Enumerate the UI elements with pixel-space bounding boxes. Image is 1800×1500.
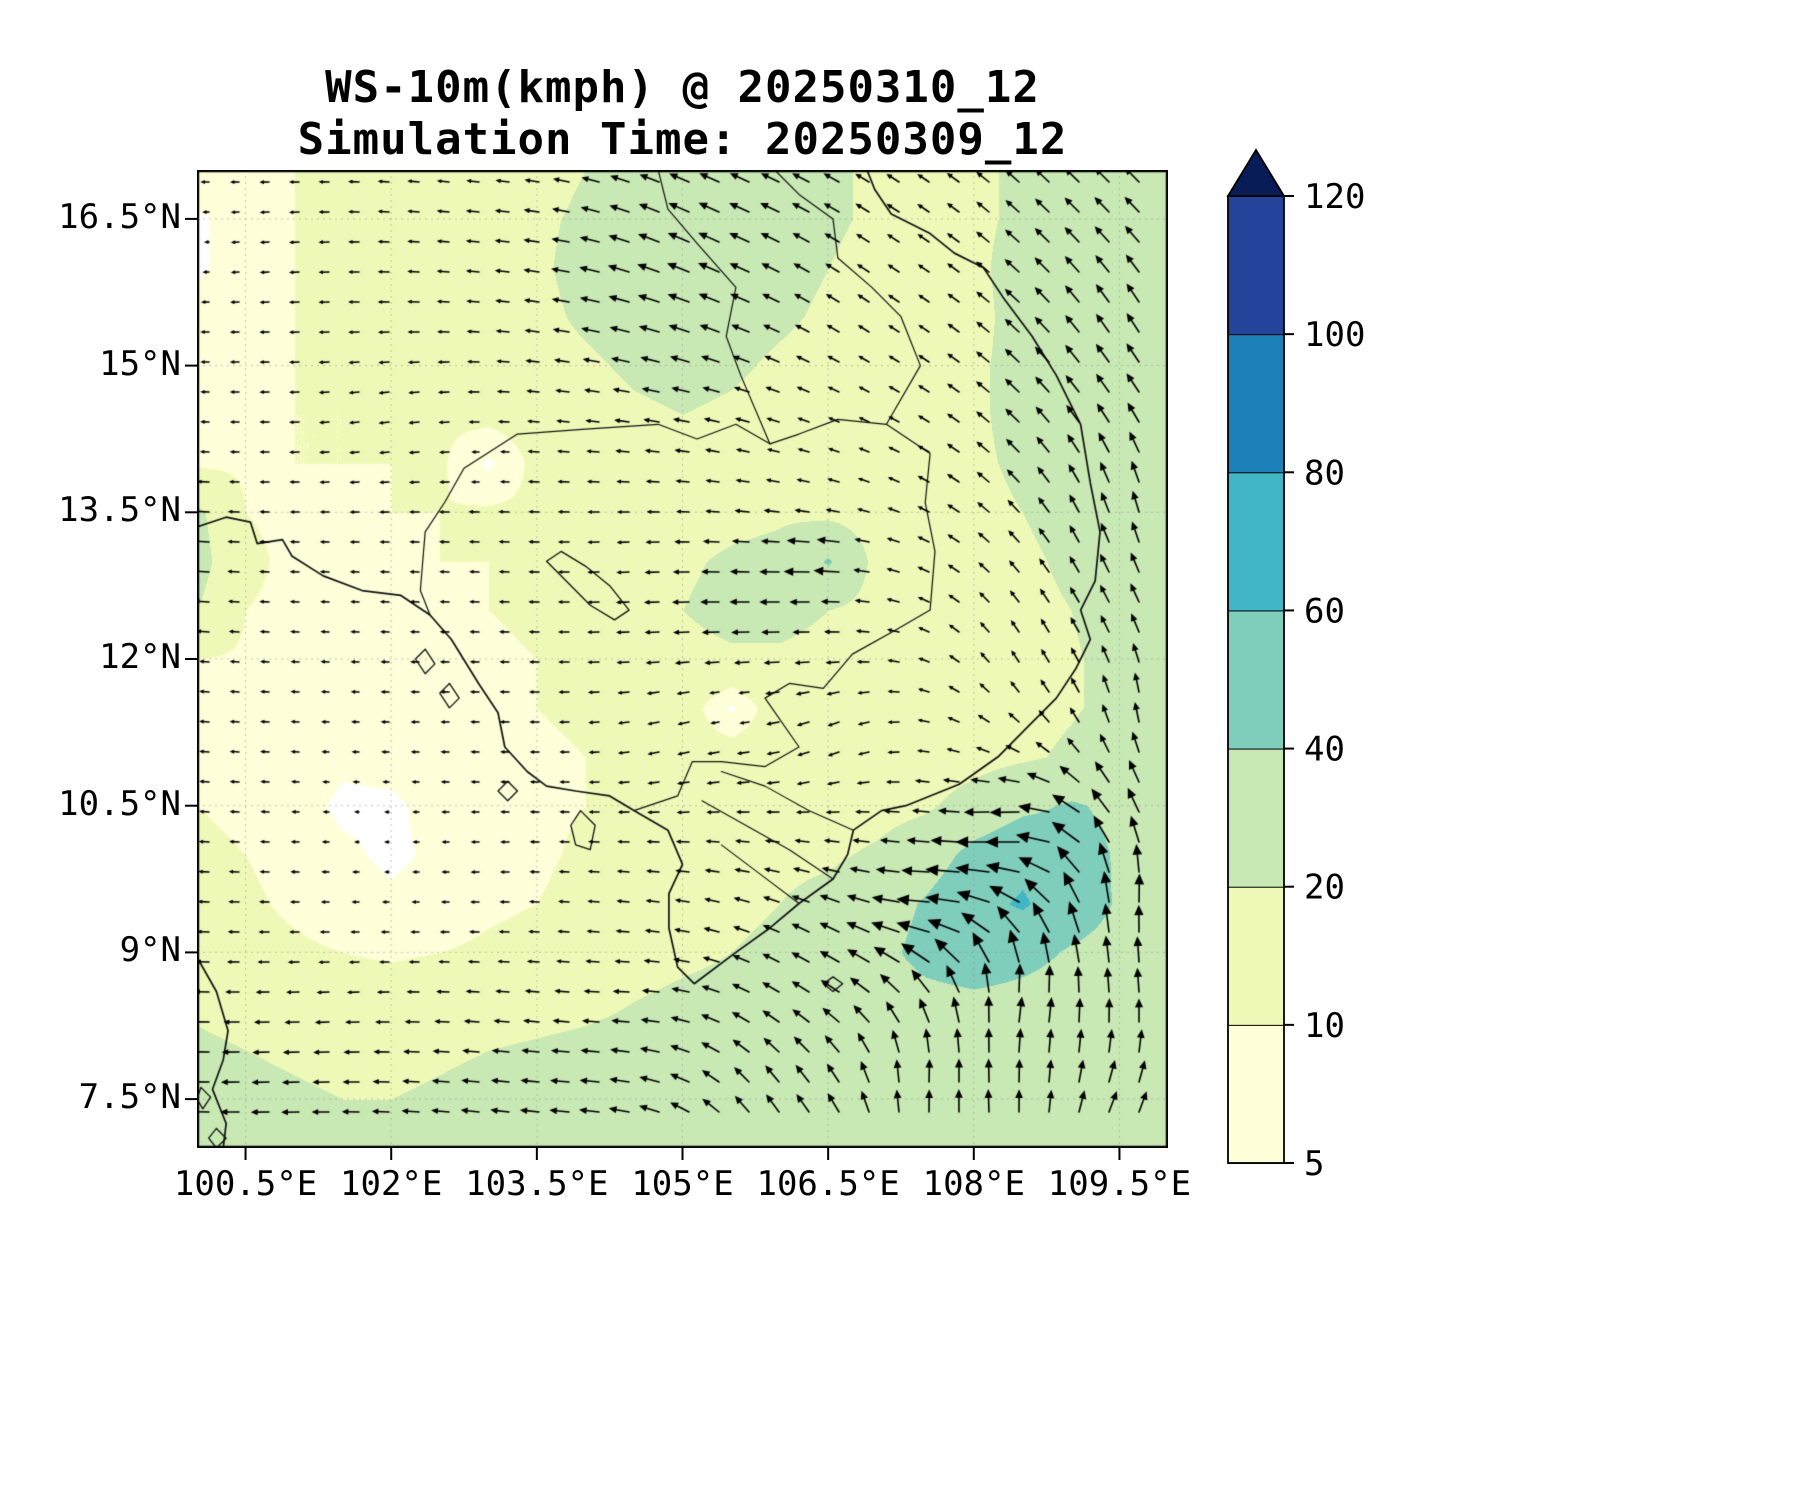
x-tick-label: 109.5°E [1047, 1164, 1192, 1204]
x-tick-label: 102°E [340, 1164, 443, 1204]
y-tick-label: 7.5°N [78, 1077, 181, 1118]
colorbar-tick-label: 80 [1304, 453, 1345, 493]
x-tick-label: 106.5°E [756, 1164, 900, 1204]
y-tick-label: 9°N [119, 930, 181, 971]
x-tick-label: 100.5°E [173, 1164, 318, 1204]
colorbar-band [1227, 195, 1285, 336]
y-tick-label: 16.5°N [58, 196, 181, 237]
y-tick-label: 13.5°N [58, 490, 181, 531]
colorbar-tick-label: 100 [1304, 315, 1365, 355]
colorbar-tick-label: 120 [1304, 177, 1365, 217]
chart-title: WS-10m(kmph) @ 20250310_12 [325, 62, 1040, 113]
colorbar-band [1227, 886, 1285, 1026]
colorbar-band [1227, 1024, 1285, 1164]
chart-subtitle: Simulation Time: 20250309_12 [297, 114, 1068, 165]
x-tick-label: 103.5°E [465, 1164, 609, 1204]
colorbar-outline [1227, 195, 1285, 1164]
colorbar-band [1227, 471, 1285, 612]
colorbar-extend-triangle [1226, 148, 1286, 197]
colorbar-band [1227, 333, 1285, 474]
colorbar-tick-label: 5 [1304, 1144, 1324, 1184]
wind-speed-map-canvas [197, 170, 1168, 1148]
colorbar-band [1227, 609, 1285, 750]
x-tick-label: 105°E [631, 1164, 734, 1204]
colorbar: 5 10 20 40 60 80 100 120 [1226, 148, 1365, 1184]
colorbar-tick-label: 20 [1304, 868, 1345, 908]
colorbar-tick-label: 40 [1304, 730, 1345, 770]
y-tick-label: 10.5°N [58, 783, 181, 824]
colorbar-tick-label: 60 [1304, 591, 1345, 631]
y-tick-label: 15°N [99, 343, 181, 384]
y-tick-label: 12°N [99, 637, 181, 677]
colorbar-band [1227, 748, 1285, 888]
colorbar-tick-label: 10 [1304, 1006, 1345, 1046]
x-tick-label: 108°E [922, 1164, 1025, 1204]
